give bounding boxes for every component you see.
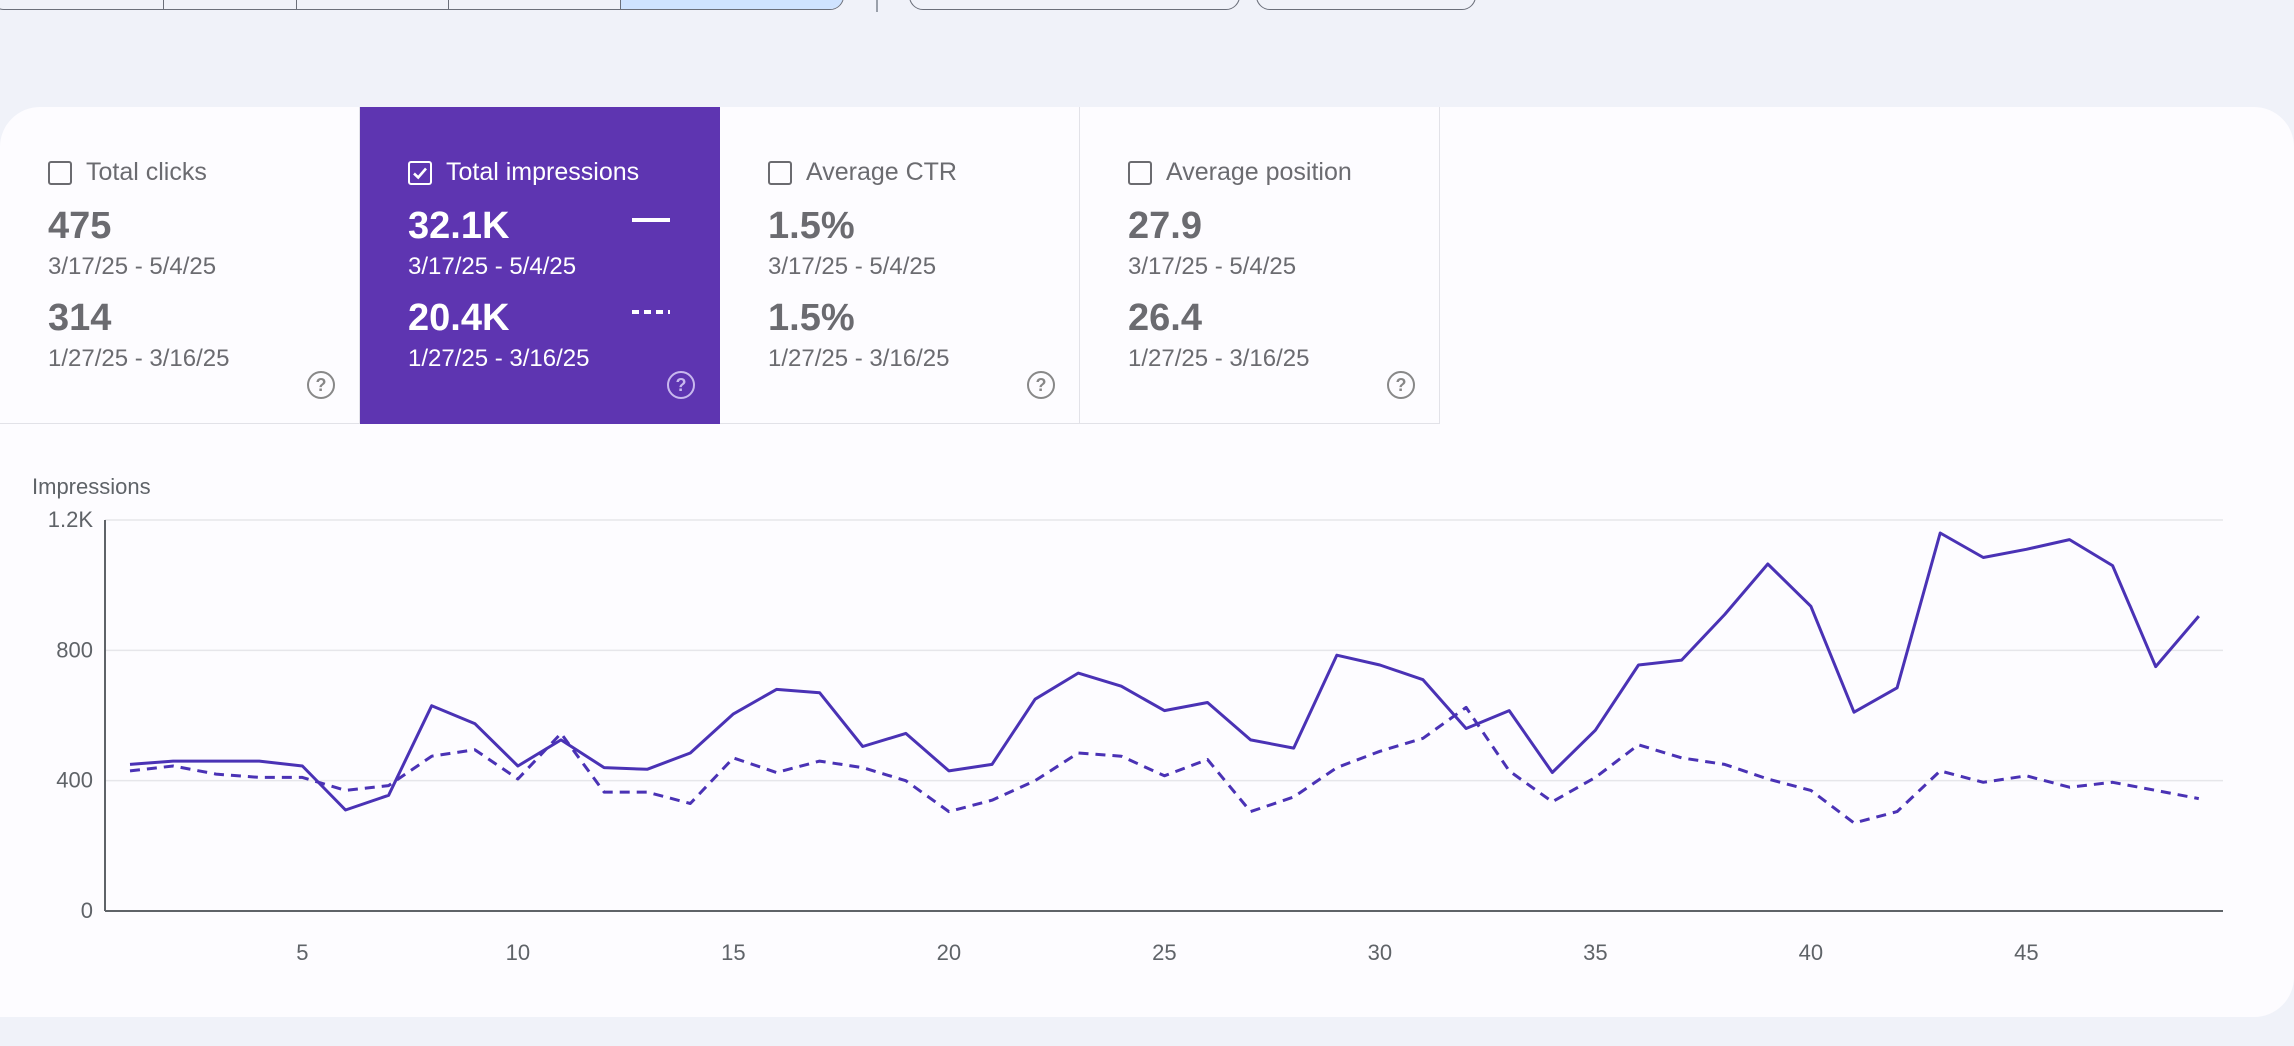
metric-range-current: 3/17/25 - 5/4/25 <box>768 253 937 280</box>
x-tick-label: 10 <box>506 940 530 965</box>
y-tick-label: 0 <box>81 898 93 923</box>
dashed-line-legend-icon <box>632 310 670 314</box>
segment-option[interactable] <box>449 0 621 9</box>
x-tick-label: 15 <box>721 940 745 965</box>
metric-value-current: 475 <box>48 205 112 247</box>
metric-tabs: Total clicks 475 3/17/25 - 5/4/25 314 1/… <box>0 107 1440 424</box>
solid-line-legend-icon <box>632 218 670 222</box>
x-tick-label: 20 <box>937 940 961 965</box>
filter-pill[interactable] <box>909 0 1240 10</box>
metric-range-previous: 1/27/25 - 3/16/25 <box>1128 345 1310 372</box>
metric-value-current: 1.5% <box>768 205 855 247</box>
y-tick-label: 800 <box>56 637 93 662</box>
metric-label: Total clicks <box>86 158 207 186</box>
metric-total-impressions[interactable]: Total impressions 32.1K 3/17/25 - 5/4/25… <box>360 107 720 424</box>
metric-range-current: 3/17/25 - 5/4/25 <box>408 253 577 280</box>
previous-period-line <box>129 705 2200 825</box>
checkbox-icon[interactable] <box>1128 160 1152 185</box>
metric-value-previous: 20.4K <box>408 297 510 339</box>
metric-range-previous: 1/27/25 - 3/16/25 <box>48 345 230 372</box>
metric-value-previous: 314 <box>48 297 112 339</box>
date-range-segmented-control[interactable] <box>0 0 844 10</box>
x-tick-label: 30 <box>1368 940 1392 965</box>
metric-value-current: 32.1K <box>408 205 510 247</box>
metric-label: Average CTR <box>806 158 957 186</box>
y-tick-label: 400 <box>56 768 93 793</box>
toolbar-divider <box>876 0 878 12</box>
metric-label: Total impressions <box>446 158 640 186</box>
checkbox-icon[interactable] <box>768 160 792 185</box>
help-icon[interactable]: ? <box>667 371 695 399</box>
x-tick-label: 35 <box>1583 940 1607 965</box>
x-tick-label: 45 <box>2014 940 2038 965</box>
segment-option[interactable] <box>164 0 298 9</box>
metric-range-previous: 1/27/25 - 3/16/25 <box>408 345 590 372</box>
segment-option-selected[interactable] <box>620 0 843 9</box>
metric-average-ctr[interactable]: Average CTR 1.5% 3/17/25 - 5/4/25 1.5% 1… <box>720 107 1080 424</box>
metric-value-current: 27.9 <box>1128 205 1202 247</box>
help-icon[interactable]: ? <box>1027 371 1055 399</box>
segment-option[interactable] <box>0 0 164 9</box>
help-icon[interactable]: ? <box>307 371 335 399</box>
impressions-line-chart[interactable]: Impressions 0 400 800 1.2K 5 10 15 20 25 30 35 40 45 <box>0 460 2294 980</box>
metric-value-previous: 26.4 <box>1128 297 1202 339</box>
metric-label: Average position <box>1166 158 1352 186</box>
metric-average-position[interactable]: Average position 27.9 3/17/25 - 5/4/25 2… <box>1080 107 1440 424</box>
metric-range-current: 3/17/25 - 5/4/25 <box>1128 253 1297 280</box>
checkbox-checked-icon[interactable] <box>408 160 432 185</box>
y-tick-label: 1.2K <box>48 507 94 532</box>
help-icon[interactable]: ? <box>1387 371 1415 399</box>
segment-option[interactable] <box>297 0 449 9</box>
x-tick-label: 5 <box>296 940 308 965</box>
filter-pill[interactable] <box>1256 0 1476 10</box>
metric-total-clicks[interactable]: Total clicks 475 3/17/25 - 5/4/25 314 1/… <box>0 107 360 424</box>
metric-range-current: 3/17/25 - 5/4/25 <box>48 253 217 280</box>
x-tick-label: 25 <box>1152 940 1176 965</box>
x-tick-label: 40 <box>1799 940 1823 965</box>
current-period-line <box>129 531 2200 812</box>
y-axis-title: Impressions <box>32 474 151 499</box>
metric-value-previous: 1.5% <box>768 297 855 339</box>
metric-range-previous: 1/27/25 - 3/16/25 <box>768 345 950 372</box>
checkbox-icon[interactable] <box>48 160 72 185</box>
